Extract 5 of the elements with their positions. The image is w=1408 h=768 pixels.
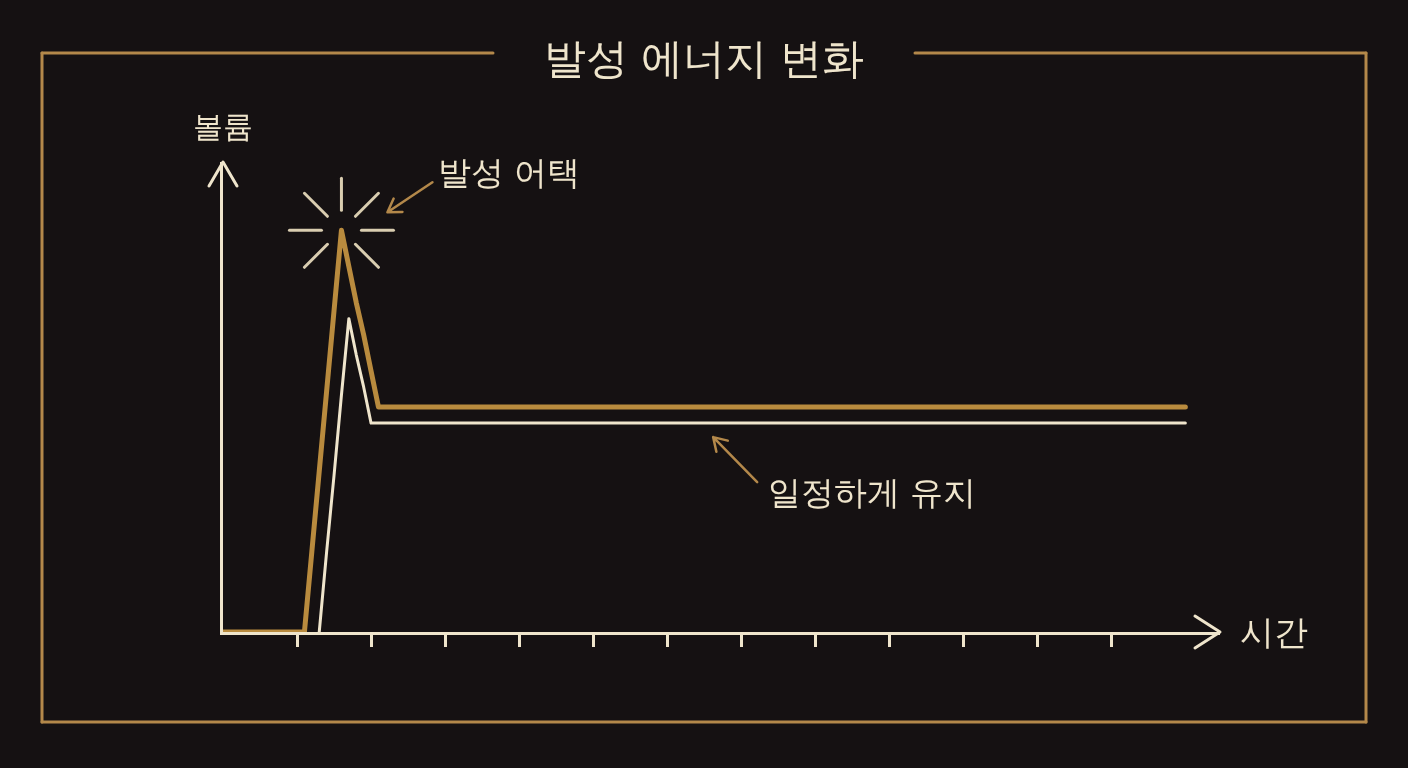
annotation: 일정하게 유지 [768, 473, 977, 512]
x-axis-title: 시간 [1240, 612, 1308, 652]
text: 발성 어택 [438, 153, 581, 192]
y-axis-title: 볼륨 [193, 109, 253, 144]
chart-title: 발성 에너지 변화 [543, 33, 865, 83]
